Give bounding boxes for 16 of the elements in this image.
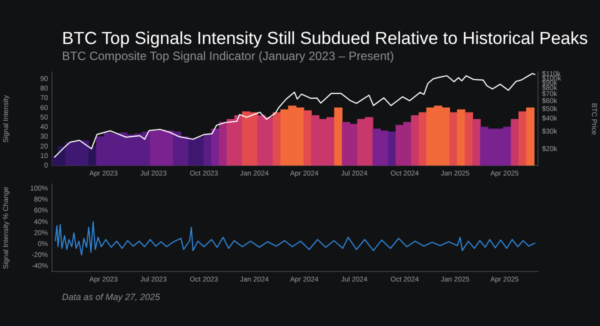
bar <box>204 134 212 166</box>
text: Data as of May 27, 2025 <box>62 292 160 302</box>
bar <box>334 107 343 166</box>
bar <box>272 112 282 166</box>
bar <box>518 111 527 166</box>
bar <box>418 112 427 166</box>
bar <box>526 107 534 166</box>
chart-subtitle: BTC Composite Top Signal Indicator (January 2023 – Present) <box>62 49 394 63</box>
bar <box>457 109 466 166</box>
bar <box>303 110 312 166</box>
chart-title: BTC Top Signals Intensity Still Subdued Relative to Historical Peaks <box>62 28 588 49</box>
bar <box>472 119 481 166</box>
bar <box>410 115 420 166</box>
bar <box>464 112 474 166</box>
bar <box>510 119 520 166</box>
bar <box>388 132 396 166</box>
